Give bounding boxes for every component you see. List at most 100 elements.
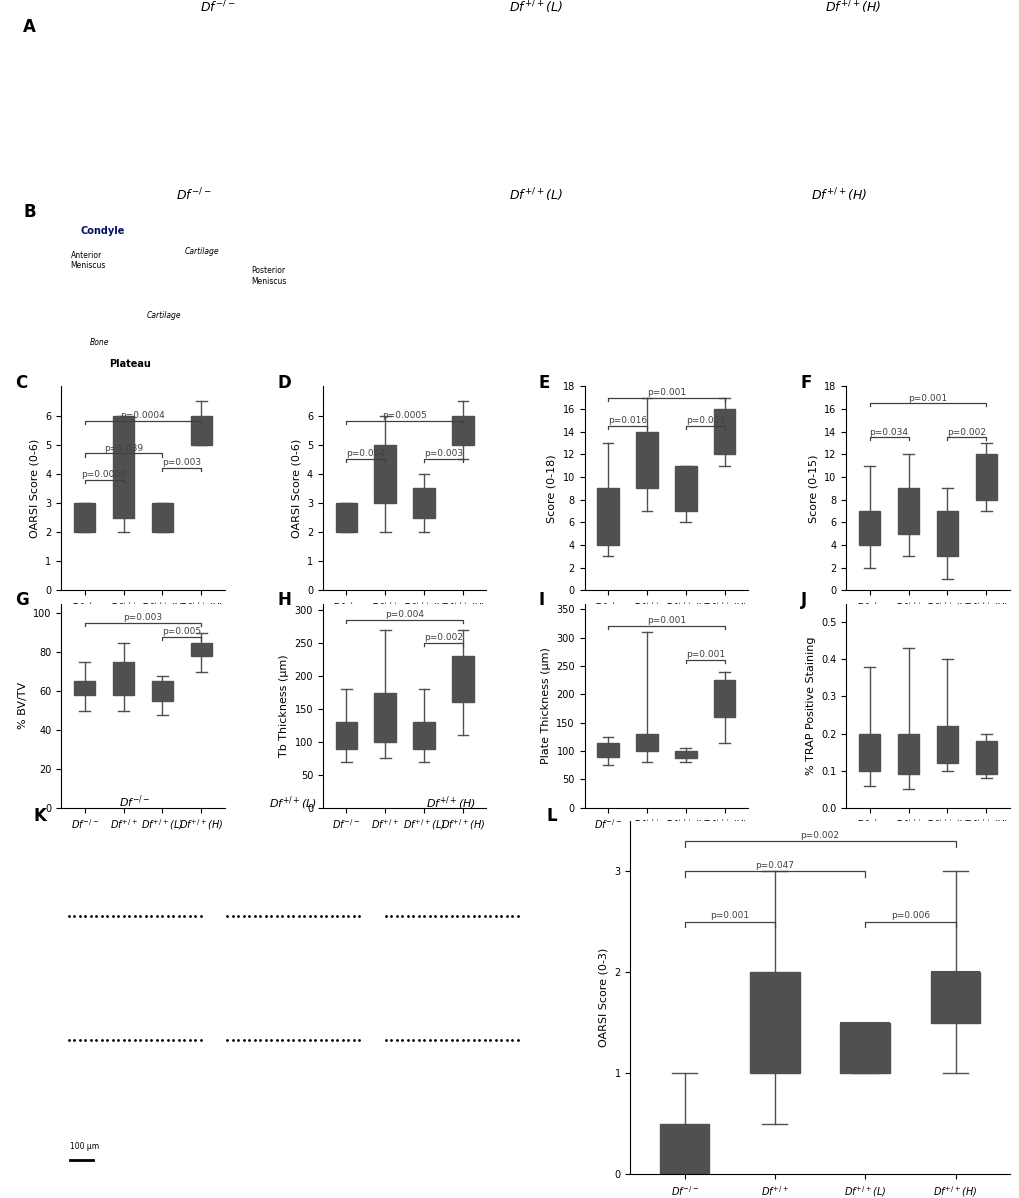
PathPatch shape: [897, 489, 918, 534]
Text: Posterior
Meniscus: Posterior Meniscus: [251, 266, 286, 285]
Text: p=0.039: p=0.039: [104, 443, 143, 453]
Text: K: K: [34, 807, 46, 825]
Text: p=0.001: p=0.001: [685, 651, 725, 659]
Text: p=0.002: p=0.002: [800, 830, 839, 840]
PathPatch shape: [636, 734, 657, 751]
PathPatch shape: [152, 503, 173, 532]
Y-axis label: Plate Thickness (μm): Plate Thickness (μm): [540, 647, 550, 764]
PathPatch shape: [659, 1124, 709, 1174]
PathPatch shape: [597, 489, 619, 545]
PathPatch shape: [451, 657, 473, 702]
Text: p=0.004: p=0.004: [345, 449, 385, 459]
PathPatch shape: [975, 742, 997, 774]
Y-axis label: Tb Thickness (μm): Tb Thickness (μm): [279, 654, 288, 757]
Text: H: H: [277, 592, 290, 610]
Text: p=0.004: p=0.004: [385, 610, 424, 619]
Y-axis label: OARSI Score (0-6): OARSI Score (0-6): [30, 438, 40, 538]
PathPatch shape: [597, 743, 619, 757]
Y-axis label: Score (0-15): Score (0-15): [808, 454, 818, 522]
Text: p=0.034: p=0.034: [869, 428, 908, 436]
Y-axis label: % BV/TV: % BV/TV: [17, 682, 28, 730]
Text: p=0.001: p=0.001: [646, 617, 685, 625]
Text: p=0.005: p=0.005: [162, 627, 202, 636]
PathPatch shape: [935, 726, 957, 763]
Text: F: F: [800, 374, 811, 392]
Text: J: J: [800, 592, 806, 610]
Text: Cartilage: Cartilage: [147, 310, 181, 320]
Y-axis label: OARSI Score (0-3): OARSI Score (0-3): [598, 948, 608, 1047]
PathPatch shape: [858, 733, 879, 770]
Text: p=0.0004: p=0.0004: [120, 411, 165, 420]
PathPatch shape: [191, 416, 212, 444]
Text: p=0.006: p=0.006: [890, 912, 929, 920]
Y-axis label: OARSI Score (0-6): OARSI Score (0-6): [291, 438, 301, 538]
Text: $Df^{-/-}$: $Df^{-/-}$: [118, 794, 150, 810]
PathPatch shape: [152, 682, 173, 701]
Text: p=0.002: p=0.002: [947, 428, 985, 436]
PathPatch shape: [636, 431, 657, 489]
Text: I: I: [538, 592, 544, 610]
Text: A: A: [23, 18, 36, 36]
Text: p=0.001: p=0.001: [646, 388, 685, 397]
Text: p=0.003: p=0.003: [162, 458, 202, 467]
PathPatch shape: [840, 1023, 890, 1073]
Y-axis label: % TRAP Positive Staining: % TRAP Positive Staining: [805, 636, 815, 775]
PathPatch shape: [897, 733, 918, 774]
PathPatch shape: [975, 454, 997, 500]
PathPatch shape: [713, 680, 735, 718]
PathPatch shape: [749, 973, 799, 1073]
Text: p=0.003: p=0.003: [685, 416, 725, 425]
Text: $Df^{+/+}$(L): $Df^{+/+}$(L): [508, 187, 561, 204]
PathPatch shape: [713, 409, 735, 454]
PathPatch shape: [675, 751, 696, 758]
Text: p=0.003: p=0.003: [424, 449, 463, 459]
PathPatch shape: [930, 973, 979, 1023]
Text: p=0.001: p=0.001: [709, 912, 749, 920]
Text: $Df^{+/+}$(L): $Df^{+/+}$(L): [269, 794, 317, 812]
Text: $Df^{+/+}$(H): $Df^{+/+}$(H): [824, 0, 880, 16]
Text: $Df^{+/+}$(H): $Df^{+/+}$(H): [810, 187, 866, 204]
PathPatch shape: [73, 503, 95, 532]
PathPatch shape: [858, 512, 879, 545]
Y-axis label: Score (0-18): Score (0-18): [546, 454, 556, 522]
PathPatch shape: [675, 466, 696, 512]
Text: Medial: Medial: [293, 93, 316, 99]
PathPatch shape: [113, 416, 135, 518]
Text: D: D: [277, 374, 290, 392]
Text: Anterior
Meniscus: Anterior Meniscus: [70, 250, 106, 271]
PathPatch shape: [113, 662, 135, 695]
Text: $Df^{+/+}$(L): $Df^{+/+}$(L): [508, 0, 561, 16]
PathPatch shape: [374, 444, 395, 503]
Text: $Df^{-/-}$: $Df^{-/-}$: [176, 187, 212, 204]
PathPatch shape: [374, 692, 395, 742]
Text: Cartilage: Cartilage: [184, 247, 219, 256]
Text: p=0.047: p=0.047: [755, 861, 794, 870]
Text: G: G: [15, 592, 30, 610]
PathPatch shape: [413, 489, 434, 518]
Text: p=0.0008: p=0.0008: [82, 470, 126, 479]
Text: B: B: [23, 204, 36, 222]
Text: Lateral: Lateral: [81, 36, 104, 42]
Text: p=0.0005: p=0.0005: [382, 411, 427, 420]
Text: p=0.016: p=0.016: [607, 416, 646, 425]
PathPatch shape: [451, 416, 473, 444]
Text: Lateral: Lateral: [208, 93, 232, 99]
Text: $Df^{-/-}$: $Df^{-/-}$: [200, 0, 235, 16]
Text: C: C: [15, 374, 28, 392]
PathPatch shape: [413, 722, 434, 749]
PathPatch shape: [935, 512, 957, 557]
Text: $Df^{+/+}$(H): $Df^{+/+}$(H): [426, 794, 476, 812]
Text: L: L: [546, 807, 557, 825]
Text: 100 μm: 100 μm: [70, 1143, 99, 1151]
Text: Bone: Bone: [90, 338, 109, 347]
PathPatch shape: [335, 503, 357, 532]
Text: Condyle: Condyle: [81, 226, 124, 236]
Text: E: E: [538, 374, 549, 392]
Text: Medial: Medial: [170, 36, 193, 42]
PathPatch shape: [335, 722, 357, 749]
Text: p=0.003: p=0.003: [123, 613, 162, 622]
Text: p=0.002: p=0.002: [424, 634, 463, 642]
Text: p=0.001: p=0.001: [908, 393, 947, 403]
Text: Plateau: Plateau: [109, 359, 151, 369]
PathPatch shape: [191, 642, 212, 657]
